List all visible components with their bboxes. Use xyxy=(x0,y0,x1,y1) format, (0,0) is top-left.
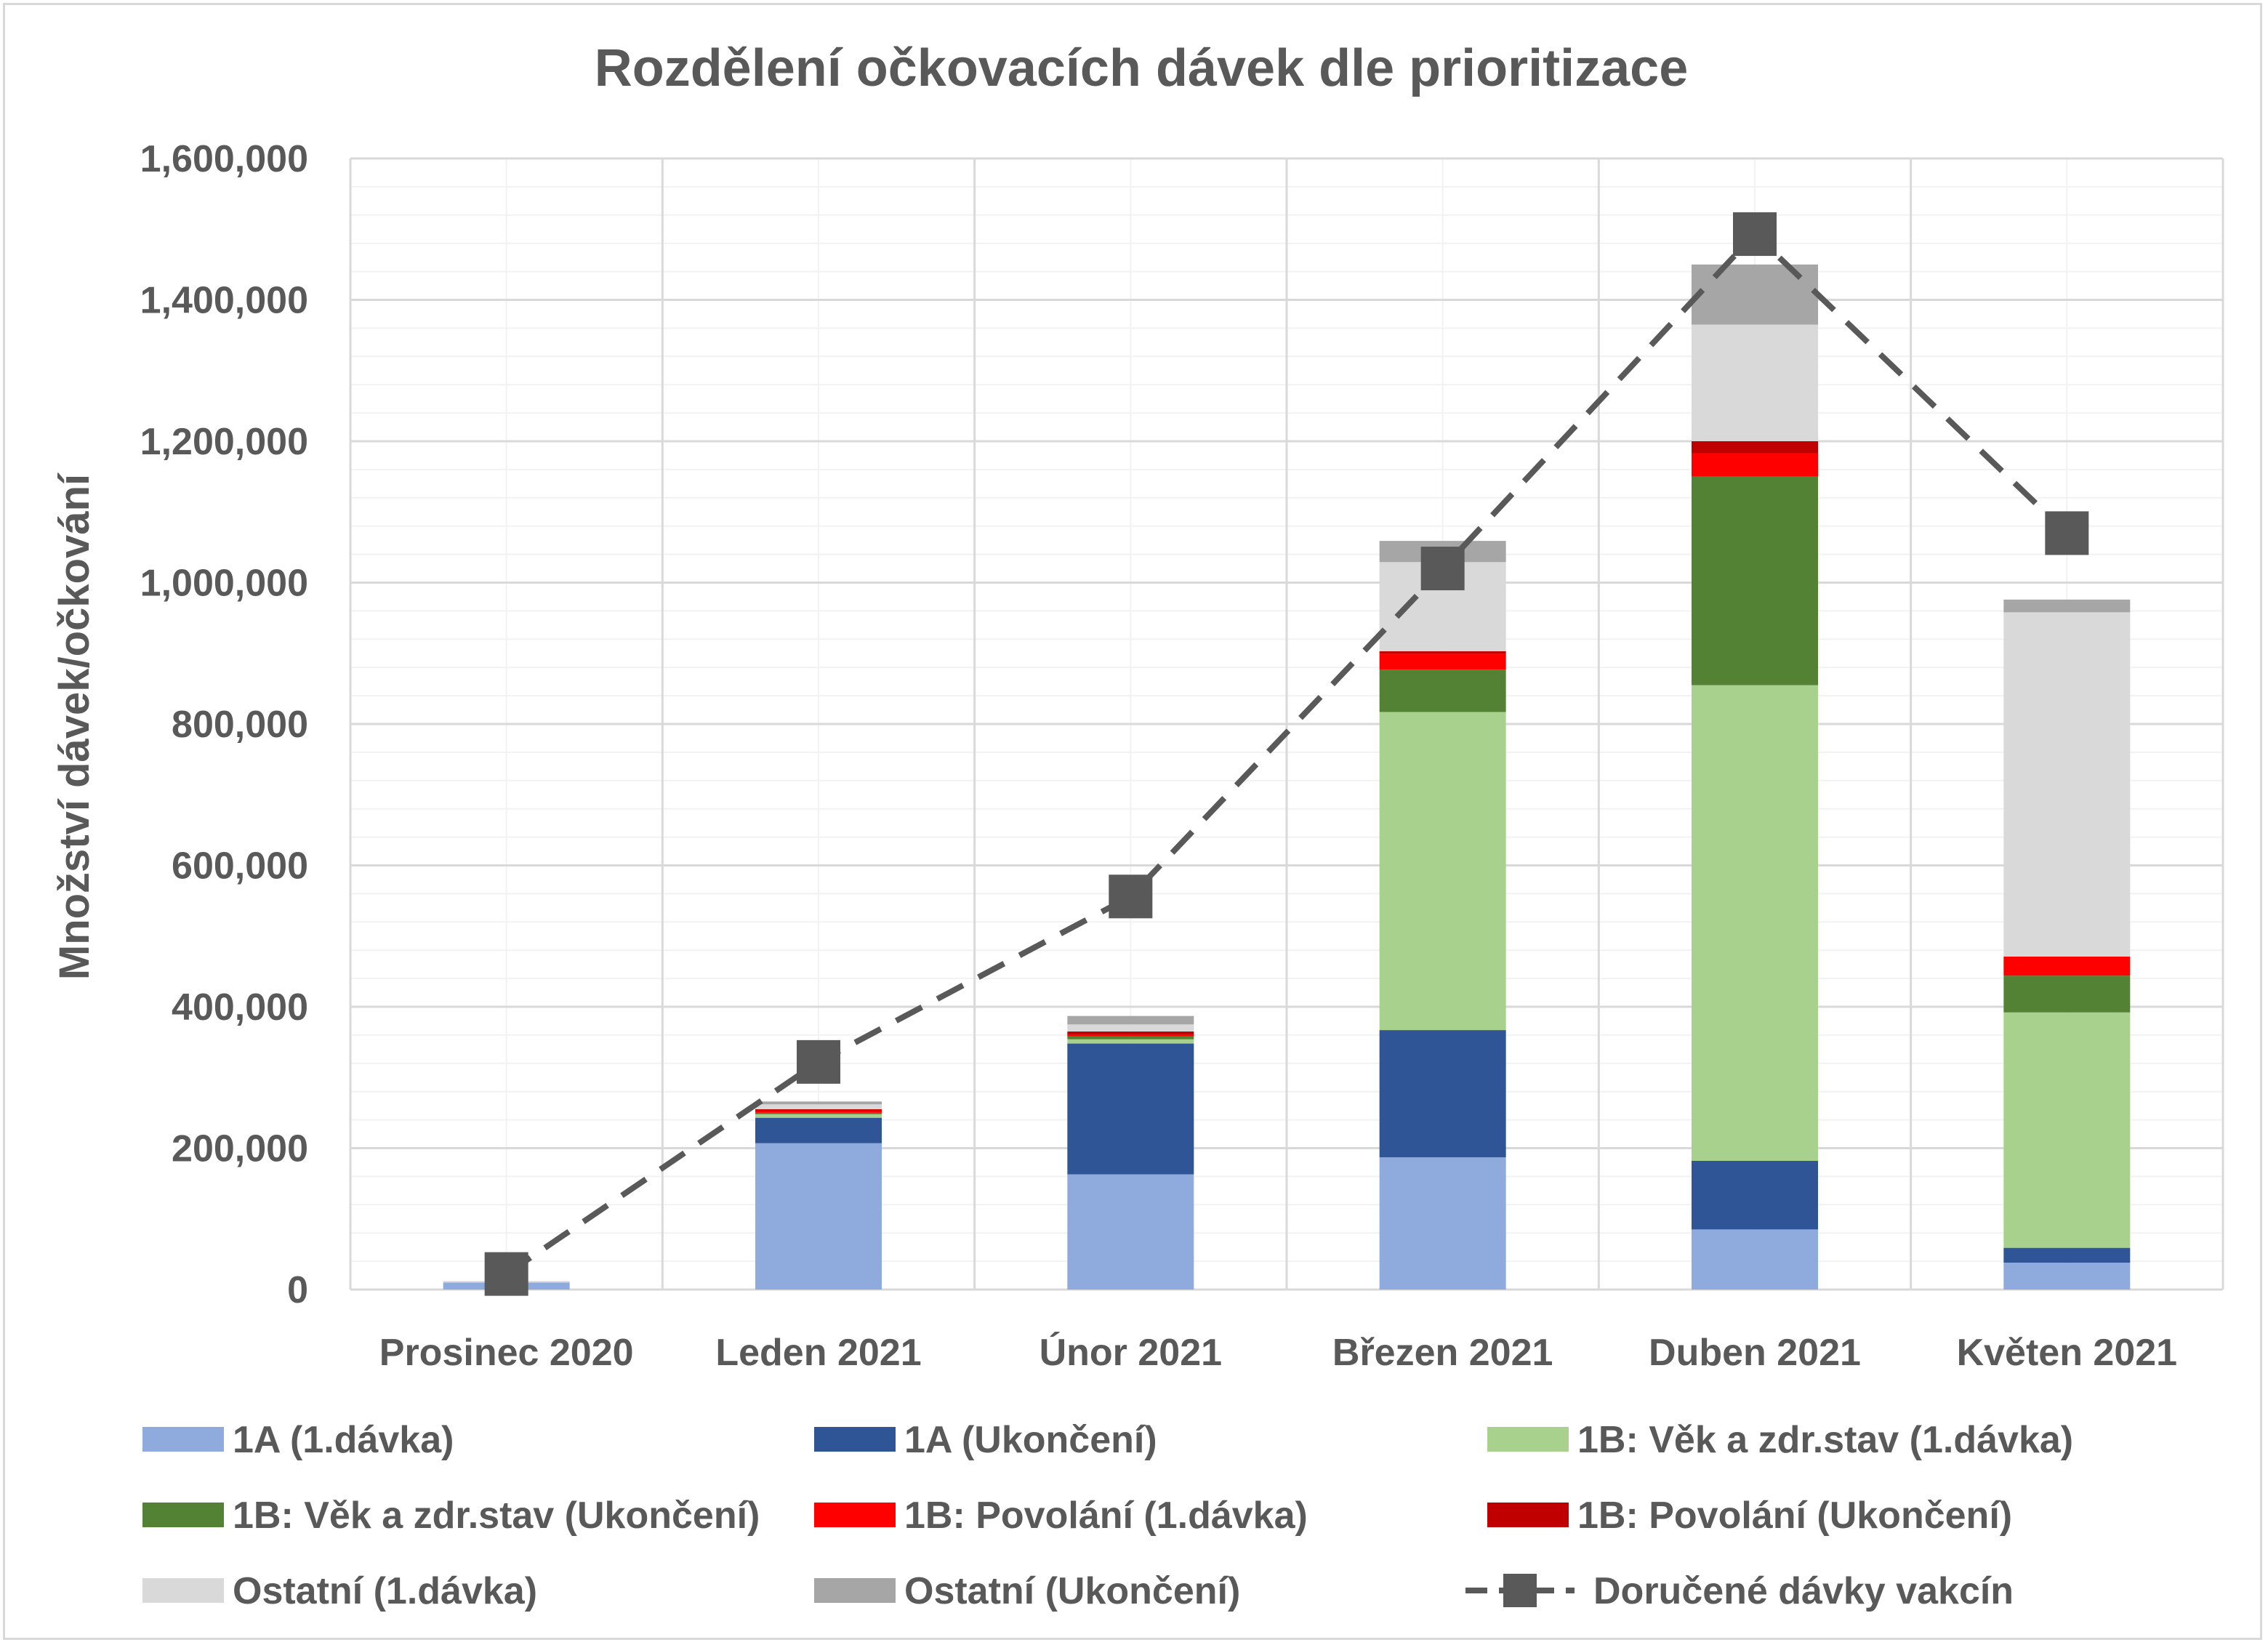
bar-segment xyxy=(2003,599,2131,613)
legend-swatch xyxy=(1487,1427,1569,1452)
chart-frame xyxy=(3,3,2262,1640)
bar-segment xyxy=(1692,476,1818,685)
legend-label: Ostatní (1.dávka) xyxy=(233,1570,537,1612)
legend-swatch xyxy=(142,1503,224,1527)
bar-segment xyxy=(755,1112,882,1114)
bar-segment xyxy=(1692,324,1818,441)
bars xyxy=(443,264,2131,1290)
bar-segment xyxy=(1692,685,1818,1162)
bar-segment xyxy=(1067,1039,1194,1044)
bar-segment xyxy=(1692,1229,1818,1290)
legend-label: 1A (Ukončení) xyxy=(904,1419,1157,1461)
bar-segment xyxy=(1067,1024,1194,1032)
x-tick-label: Prosinec 2020 xyxy=(379,1332,634,1374)
bar-segment xyxy=(1067,1174,1194,1290)
legend-swatch xyxy=(1487,1503,1569,1527)
bar-segment xyxy=(1379,669,1506,712)
bar-segment xyxy=(1379,651,1506,654)
legend-label: Ostatní (Ukončení) xyxy=(904,1570,1240,1612)
x-tick-label: Březen 2021 xyxy=(1332,1332,1553,1374)
y-tick-label: 0 xyxy=(287,1269,308,1311)
bar-segment xyxy=(1379,712,1506,1031)
bar-segment xyxy=(1379,1157,1506,1290)
bar-segment xyxy=(1067,1015,1194,1025)
line-marker xyxy=(1109,874,1153,919)
y-tick-label: 200,000 xyxy=(172,1128,308,1170)
bar-segment xyxy=(755,1114,882,1118)
legend-swatch xyxy=(142,1427,224,1452)
y-tick-label: 1,400,000 xyxy=(140,280,308,322)
legend-marker-swatch xyxy=(1503,1574,1537,1607)
x-tick-label: Květen 2021 xyxy=(1957,1332,2178,1374)
bar-segment xyxy=(1379,1030,1506,1158)
bar-segment xyxy=(2003,956,2131,976)
line-marker xyxy=(1733,212,1777,257)
legend-swatch xyxy=(142,1578,224,1603)
bar-segment xyxy=(2003,1012,2131,1248)
y-tick-label: 400,000 xyxy=(172,986,308,1029)
legend-label: 1B: Povolání (1.dávka) xyxy=(904,1495,1308,1537)
legend-swatch xyxy=(814,1578,896,1603)
bar-segment xyxy=(755,1104,882,1110)
y-tick-label: 600,000 xyxy=(172,845,308,888)
legend-label: 1A (1.dávka) xyxy=(233,1419,454,1461)
x-tick-label: Duben 2021 xyxy=(1649,1332,1861,1374)
legend: 1A (1.dávka) 1A (Ukončení) 1B: Věk a zdr.s… xyxy=(142,1419,2073,1612)
line-marker xyxy=(484,1252,528,1296)
tick-labels: 0 200,000 400,000 600,000 800,000 1,000,000 1,… xyxy=(140,138,2177,1374)
bar-segment xyxy=(1067,1031,1194,1034)
bar-segment xyxy=(1692,441,1818,454)
line-series-path xyxy=(504,230,2070,1276)
bar-segment xyxy=(1692,453,1818,477)
grid-lines xyxy=(349,157,2224,1291)
bar-segment xyxy=(2003,1263,2131,1290)
bar-segment xyxy=(2003,1247,2131,1263)
bar-segment xyxy=(755,1110,882,1113)
legend-label: 1B: Věk a zdr.stav (Ukončení) xyxy=(233,1495,760,1537)
y-tick-label: 1,600,000 xyxy=(140,138,308,180)
line-marker xyxy=(1420,547,1465,591)
bar-segment xyxy=(1067,1043,1194,1175)
delivered-doses-line xyxy=(484,212,2089,1296)
bar-segment xyxy=(2003,612,2131,957)
y-tick-label: 800,000 xyxy=(172,704,308,746)
legend-label: Doručené dávky vakcín xyxy=(1593,1570,2014,1612)
legend-label: 1B: Věk a zdr.stav (1.dávka) xyxy=(1577,1419,2073,1461)
legend-label: 1B: Povolání (Ukončení) xyxy=(1577,1495,2012,1537)
bar-segment xyxy=(755,1143,882,1290)
legend-swatch xyxy=(814,1503,896,1527)
bar-segment xyxy=(755,1101,882,1105)
y-tick-label: 1,200,000 xyxy=(140,421,308,463)
bar-segment xyxy=(755,1117,882,1143)
bar-segment xyxy=(1692,1161,1818,1230)
chart-title: Rozdělení očkovacích dávek dle prioritiz… xyxy=(595,39,1689,97)
bar-segment xyxy=(755,1109,882,1111)
line-marker xyxy=(797,1039,840,1084)
bar-segment xyxy=(1067,1036,1194,1039)
line-marker xyxy=(2045,511,2089,555)
y-tick-label: 1,000,000 xyxy=(140,563,308,605)
bar-segment xyxy=(1067,1034,1194,1037)
bar-segment xyxy=(2003,976,2131,1013)
x-tick-label: Leden 2021 xyxy=(715,1332,921,1374)
legend-swatch xyxy=(814,1427,896,1452)
bar-segment xyxy=(1379,653,1506,670)
y-axis-label: Množství dávek/očkování xyxy=(51,472,98,980)
x-tick-label: Únor 2021 xyxy=(1040,1332,1222,1374)
